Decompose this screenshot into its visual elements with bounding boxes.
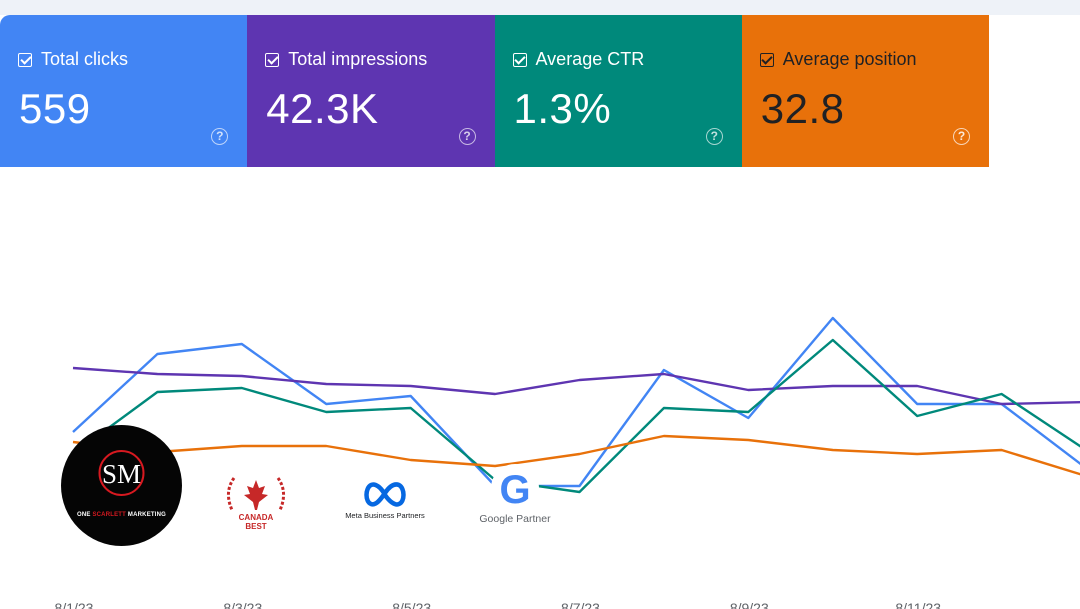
google-letter: G [499, 468, 530, 512]
x-tick-label: 8/7/23 [561, 600, 600, 609]
x-tick-label: 8/5/23 [392, 600, 431, 609]
canada-text: CANADA [238, 513, 274, 522]
metric-label: Total clicks [41, 49, 129, 69]
series-line-average-position [72, 434, 1080, 476]
google-partner-caption: Google Partner [479, 513, 551, 525]
metric-header: Average position [759, 49, 917, 70]
meta-infinity-icon [364, 482, 406, 507]
series-line-total-impressions [72, 366, 1080, 406]
sm-caption: ONE SCARLETT MARKETING [76, 512, 167, 518]
x-tick-label: 8/1/23 [55, 600, 94, 609]
sm-monogram-icon: SM [98, 450, 145, 496]
meta-caption: Meta Business Partners [345, 511, 425, 520]
checkbox-checked-icon[interactable] [512, 52, 527, 67]
best-text: BEST [245, 522, 267, 531]
series-line-average-ctr [72, 338, 1080, 494]
metric-card-total-impressions[interactable]: Total impressions 42.3K ? [247, 15, 495, 167]
x-tick-label: 8/3/23 [223, 600, 262, 609]
meta-business-partners-logo: Meta Business Partners [335, 478, 435, 523]
metric-header: Total impressions [265, 49, 427, 70]
canada-best-badge: CANADA BEST [212, 470, 300, 532]
metric-value: 32.8 [760, 85, 845, 132]
help-icon[interactable]: ? [458, 128, 476, 145]
sm-monogram-text: SM [102, 459, 141, 489]
help-icon[interactable]: ? [953, 128, 970, 145]
one-scarlett-marketing-logo: SM ONE SCARLETT MARKETING [61, 425, 182, 546]
checkbox-checked-icon[interactable] [759, 52, 774, 67]
metric-label: Average CTR [535, 49, 645, 69]
checkbox-checked-icon[interactable] [18, 52, 32, 67]
google-partner-badge: G Google Partner [470, 462, 560, 532]
metric-card-average-position[interactable]: Average position 32.8 ? [741, 15, 989, 167]
metric-value: 42.3K [266, 85, 379, 132]
x-tick-label: 8/11/23 [895, 600, 941, 609]
help-icon[interactable]: ? [211, 128, 229, 145]
metric-header: Average CTR [512, 49, 645, 70]
metric-value: 1.3% [513, 85, 612, 132]
metric-cards: Total clicks 559 ? Total impressions 42.… [0, 15, 989, 167]
series-line-total-clicks [72, 316, 1080, 488]
top-band [0, 0, 1080, 15]
x-tick-label: 8/9/23 [730, 600, 769, 609]
metric-card-average-ctr[interactable]: Average CTR 1.3% ? [494, 15, 742, 167]
metric-card-total-clicks[interactable]: Total clicks 559 ? [0, 15, 248, 167]
checkbox-checked-icon[interactable] [265, 52, 280, 67]
metric-value: 559 [19, 85, 91, 132]
metric-label: Average position [782, 49, 917, 69]
google-g-icon: G [491, 464, 539, 512]
help-icon[interactable]: ? [705, 128, 723, 145]
metric-label: Total impressions [288, 49, 428, 69]
metric-header: Total clicks [18, 49, 128, 70]
maple-leaf-laurel-icon [227, 477, 285, 511]
